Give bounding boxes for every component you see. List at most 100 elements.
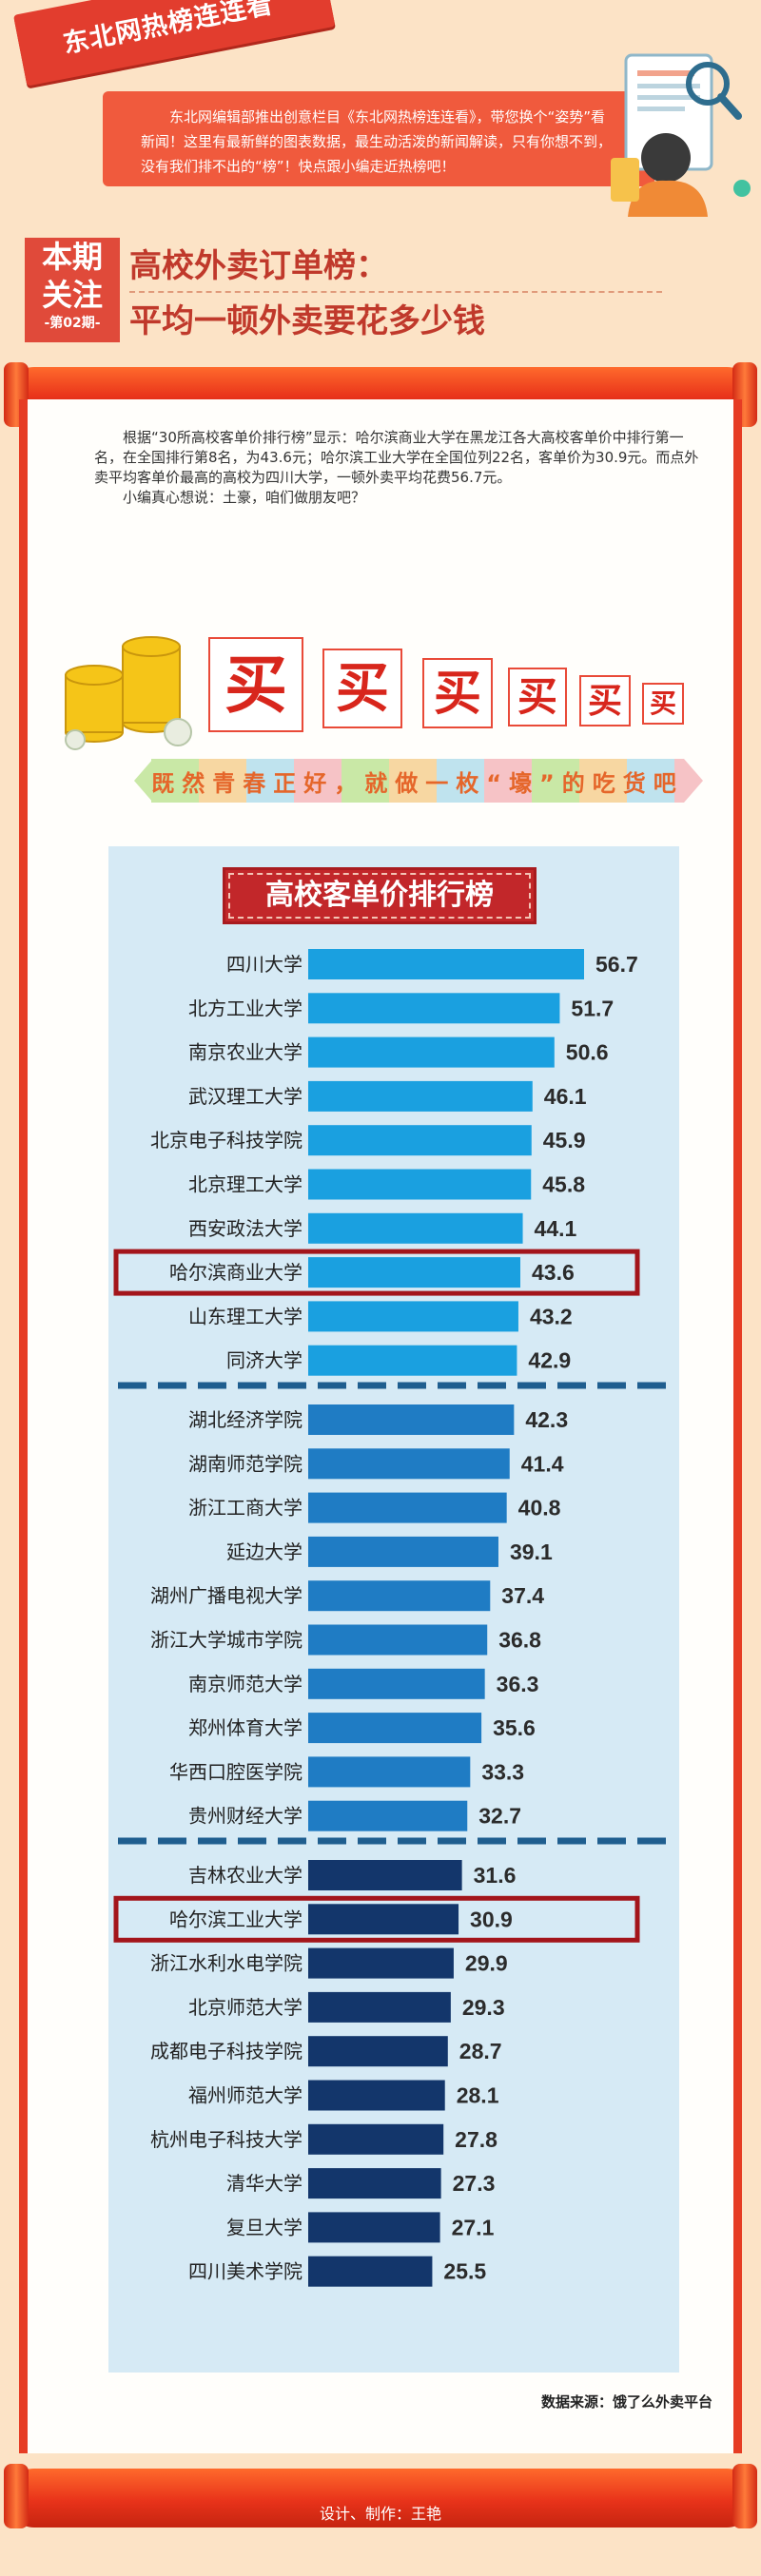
bar	[308, 2256, 433, 2287]
topic-title-line1: 高校外卖订单榜：	[129, 247, 388, 285]
buy-char: 买	[579, 675, 631, 726]
value-label: 27.3	[453, 2171, 496, 2196]
bar	[308, 1860, 462, 1890]
category-label: 南京农业大学	[188, 1042, 302, 1064]
category-label: 浙江工商大学	[188, 1498, 302, 1520]
article-text: 根据“30所高校客单价排行榜”显示：哈尔滨商业大学在黑龙江各大高校客单价中排行第…	[94, 428, 703, 508]
article-paragraph-2: 小编真心想说：土豪，咱们做朋友吧？	[123, 489, 366, 506]
value-label: 25.5	[443, 2259, 486, 2284]
bar	[308, 1492, 507, 1523]
value-label: 28.1	[457, 2083, 499, 2108]
value-label: 36.8	[498, 1628, 541, 1653]
chart-title: 高校客单价排行榜	[223, 867, 537, 924]
category-label: 四川大学	[226, 954, 302, 976]
topic-title-line2: 平均一顿外卖要花多少钱	[129, 302, 485, 340]
value-label: 43.2	[530, 1304, 573, 1328]
bar	[308, 1080, 533, 1112]
category-label: 西安政法大学	[188, 1218, 302, 1240]
value-label: 42.3	[525, 1407, 568, 1432]
category-label: 复旦大学	[226, 2217, 302, 2238]
category-label: 北方工业大学	[188, 997, 302, 1019]
value-label: 37.4	[501, 1583, 544, 1608]
value-label: 51.7	[571, 996, 614, 1020]
intro-text: 东北网编辑部推出创意栏目《东北网热榜连连看》，带您换个“姿势”看新闻！这里有最新…	[141, 108, 613, 175]
category-label: 浙江水利水电学院	[150, 1953, 302, 1975]
category-label: 华西口腔医学院	[169, 1761, 302, 1783]
column-name: 东北网热榜连连看	[60, 0, 276, 60]
category-label: 杭州电子科技大学	[150, 2129, 302, 2151]
data-source-note: 数据来源：饿了么外卖平台	[541, 2393, 713, 2411]
buy-char: 买	[422, 658, 493, 728]
value-label: 35.6	[493, 1715, 536, 1740]
coin-stack-illustration	[65, 636, 192, 750]
value-label: 40.8	[518, 1496, 561, 1520]
bar	[308, 1991, 451, 2023]
bar	[308, 1448, 510, 1480]
buy-char: 买	[642, 683, 684, 725]
bar	[308, 1301, 518, 1332]
category-label: 吉林农业大学	[188, 1865, 302, 1887]
category-label: 湖南师范学院	[188, 1453, 302, 1475]
slogan-arrow-left	[134, 759, 153, 803]
design-credit: 设计、制作：王艳	[319, 2505, 441, 2523]
category-label: 浙江大学城市学院	[150, 1630, 302, 1652]
bar	[308, 2036, 448, 2067]
category-label: 武汉理工大学	[188, 1086, 302, 1108]
highlight-frame	[113, 1249, 640, 1296]
category-label: 哈尔滨商业大学	[169, 1262, 302, 1284]
value-label: 27.1	[452, 2215, 495, 2239]
bar	[308, 1404, 515, 1435]
value-label: 36.3	[497, 1672, 539, 1696]
bar	[308, 2080, 445, 2111]
bar	[308, 1345, 517, 1376]
badge-line1: 本期	[41, 239, 103, 275]
value-label: 45.9	[543, 1128, 586, 1152]
bar	[308, 1169, 532, 1200]
bar	[308, 2123, 444, 2155]
article-paragraph-1: 根据“30所高校客单价排行榜”显示：哈尔滨商业大学在黑龙江各大高校客单价中排行第…	[94, 429, 699, 486]
category-label: 北京电子科技学院	[150, 1130, 302, 1152]
category-label: 北京理工大学	[188, 1174, 302, 1196]
value-label: 30.9	[470, 1907, 513, 1931]
slogan-banner: 既然青春正好，就做一枚“壕”的吃货吧	[151, 759, 684, 803]
category-label: 清华大学	[226, 2173, 302, 2195]
bar	[308, 1668, 485, 1699]
highlight-frame	[113, 1895, 640, 1943]
bar	[308, 949, 584, 979]
category-label: 福州师范大学	[188, 2085, 302, 2107]
value-label: 39.1	[510, 1540, 553, 1564]
category-label: 同济大学	[226, 1350, 302, 1372]
category-label: 贵州财经大学	[188, 1806, 302, 1828]
value-label: 28.7	[459, 2039, 502, 2063]
bar	[308, 1756, 471, 1788]
category-label: 四川美术学院	[188, 2261, 302, 2283]
bar	[308, 1212, 523, 1244]
value-label: 29.9	[465, 1951, 508, 1976]
category-label: 哈尔滨工业大学	[169, 1908, 302, 1930]
category-label: 湖州广播电视大学	[150, 1585, 302, 1607]
buy-char: 买	[508, 668, 567, 726]
bar	[308, 1904, 459, 1935]
bar	[308, 993, 560, 1024]
value-label: 43.6	[532, 1260, 575, 1285]
value-label: 31.6	[474, 1863, 517, 1888]
badge-issue: -第02期-	[44, 316, 101, 331]
scroll-rod-cap-right	[732, 2464, 757, 2528]
intro-box: 东北网编辑部推出创意栏目《东北网热榜连连看》，带您换个“姿势”看新闻！这里有最新…	[103, 91, 654, 186]
badge-line2: 关注	[41, 277, 103, 313]
category-label: 南京师范大学	[188, 1674, 302, 1695]
value-label: 41.4	[521, 1451, 564, 1476]
value-label: 56.7	[595, 952, 638, 977]
category-label: 湖北经济学院	[188, 1409, 302, 1431]
topic-divider	[129, 291, 662, 293]
value-label: 45.8	[542, 1172, 585, 1197]
bar	[308, 1580, 491, 1612]
buy-char: 买	[208, 637, 303, 732]
category-label: 北京师范大学	[188, 1997, 302, 2019]
bar-chart: 四川大学 56.7 北方工业大学 51.7 南京农业大学 50.6 武汉理工大学 46.1 北京…	[113, 949, 670, 2287]
reader-illustration	[611, 53, 751, 217]
bar	[308, 1624, 488, 1656]
bar	[308, 2168, 441, 2199]
value-label: 42.9	[528, 1348, 571, 1373]
